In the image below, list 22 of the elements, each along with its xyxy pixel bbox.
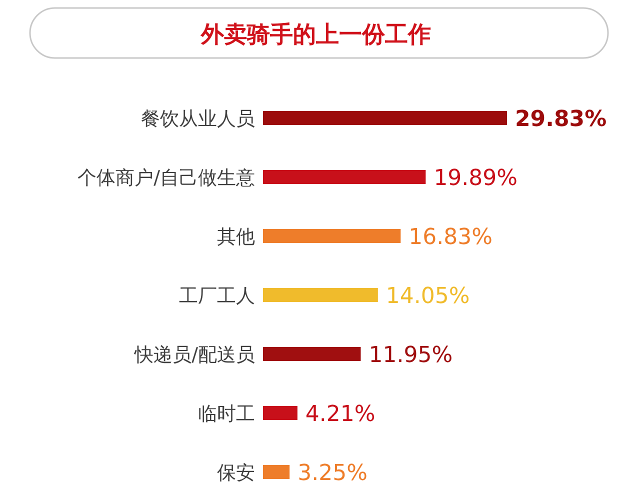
data-label: 16.83% xyxy=(408,225,493,250)
y-tick-label: 保安 xyxy=(217,462,255,484)
y-tick-label: 餐饮从业人员 xyxy=(141,108,255,130)
bar xyxy=(263,465,290,479)
y-tick-label: 工厂工人 xyxy=(179,285,255,307)
bar xyxy=(263,170,426,184)
bar xyxy=(263,229,401,243)
data-label: 4.21% xyxy=(305,402,376,427)
bar xyxy=(263,288,378,302)
bar xyxy=(263,111,507,125)
bar xyxy=(263,347,361,361)
data-label: 3.25% xyxy=(298,461,368,486)
chart-title: 外卖骑手的上一份工作 xyxy=(200,22,431,48)
y-tick-label: 快递员/配送员 xyxy=(134,344,255,366)
data-label: 29.83% xyxy=(515,107,607,132)
data-label: 19.89% xyxy=(434,166,518,191)
data-label: 11.95% xyxy=(368,343,453,368)
y-tick-label: 临时工 xyxy=(198,403,255,425)
y-tick-label: 个体商户/自己做生意 xyxy=(78,167,255,189)
data-label: 14.05% xyxy=(386,284,470,309)
bar xyxy=(263,406,298,420)
y-tick-label: 其他 xyxy=(217,226,255,248)
